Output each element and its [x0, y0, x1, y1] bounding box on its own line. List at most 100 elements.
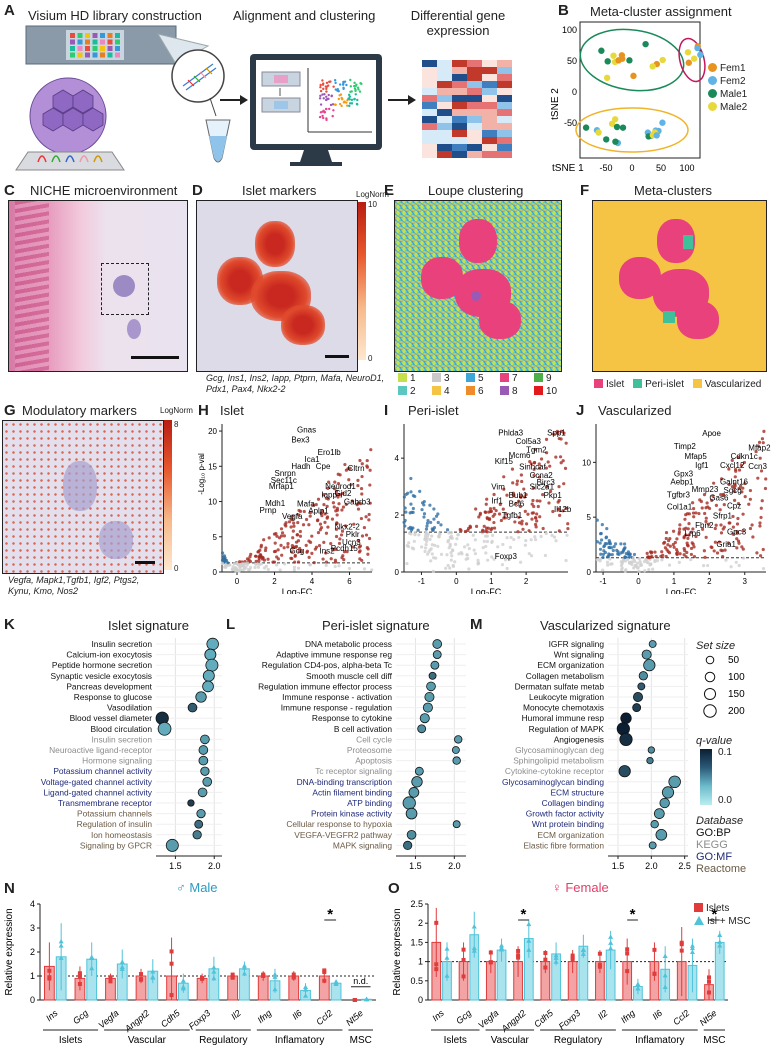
volcano-point [425, 524, 429, 528]
gsea-bubble [646, 756, 654, 765]
gene-label: Nkx2-2 [335, 523, 361, 532]
gene-group-label: Islets [444, 1035, 467, 1046]
isl-msc-point [689, 949, 695, 955]
volcano-point [648, 550, 653, 554]
volcano-point [756, 476, 760, 480]
y-tick-label: 0 [30, 995, 35, 1005]
volcano-point [636, 566, 640, 570]
volcano-point [648, 563, 652, 567]
volcano-point [486, 526, 490, 530]
volcano-point [253, 565, 257, 570]
gsea-bubble [204, 648, 217, 661]
gsea-bubble [653, 808, 665, 819]
volcano-point [691, 527, 695, 531]
volcano-point [490, 555, 494, 559]
volcano-point [694, 511, 698, 515]
isl-msc-point [303, 993, 309, 998]
gene-label: Gabrb3 [344, 497, 371, 506]
volcano-point [660, 550, 664, 554]
volcano-point [602, 544, 607, 548]
islets-point [352, 998, 357, 1002]
peri-islet-swatch [633, 379, 643, 388]
islets-point [230, 975, 235, 980]
gsea-term-label: Collagen metabolism [526, 671, 604, 681]
db-gobp: GO:BP [696, 827, 731, 839]
gsea-term-label: Regulation of insulin [77, 819, 153, 829]
x-tick-label: 2.5 [678, 861, 691, 871]
volcano-point [335, 513, 339, 517]
volcano-point [484, 544, 488, 549]
islets-point [516, 955, 521, 960]
gene-tick-label: Cdh5 [159, 1007, 183, 1029]
volcano-point [533, 535, 537, 539]
volcano-point [323, 520, 327, 525]
tsne-point [603, 136, 610, 143]
volcano-point [678, 552, 682, 556]
volcano-point [422, 512, 427, 516]
cluster-id: 6 [478, 386, 484, 397]
volcano-point [678, 527, 682, 531]
volcano-point [436, 512, 440, 516]
volcano-point [504, 512, 508, 516]
tsne-legend-item: Fem1 [708, 62, 747, 75]
d-scale-min: 0 [368, 354, 373, 363]
x-tick-label: 2.0 [448, 861, 461, 871]
volcano-point [429, 520, 433, 525]
gene-label: Gcg [290, 547, 305, 556]
volcano-point [274, 531, 278, 536]
volcano-point [312, 561, 316, 565]
cluster-id: 10 [546, 386, 558, 397]
islets-point [543, 950, 548, 955]
gene-label: Apoe [702, 429, 721, 438]
x-tick-label: 2 [524, 577, 529, 586]
gene-label: Kif15 [495, 457, 514, 466]
y-axis-label: -Log₁₀ p-val [197, 453, 206, 495]
panel-h-title: Islet [220, 403, 244, 418]
volcano-point [544, 531, 548, 536]
volcano-point [267, 536, 271, 540]
volcano-point [685, 550, 689, 555]
gene-label: Pkp1 [544, 491, 563, 500]
gene-tick-label: Ins [430, 1008, 446, 1024]
volcano-point [445, 528, 450, 532]
x-tick-label: 6 [347, 577, 352, 586]
volcano-point [605, 527, 609, 531]
cluster-id: 2 [410, 386, 416, 397]
volcano-point [714, 503, 719, 508]
volcano-point [360, 558, 364, 563]
volcano-point [719, 523, 723, 527]
volcano-point [487, 510, 491, 514]
volcano-point [534, 516, 538, 520]
significance-mark: * [521, 906, 527, 923]
gene-label: Irf1 [491, 497, 503, 506]
g-colorbar [164, 420, 172, 570]
isl-msc-point [608, 940, 614, 945]
isl-msc-point [241, 970, 247, 976]
gsea-bubble [641, 649, 652, 660]
volcano-point [710, 545, 714, 550]
volcano-point [566, 522, 570, 526]
gsea-term-label: Monocyte chemotaxis [523, 703, 604, 713]
gsea-term-label: Cytokine-cytokine receptor [505, 766, 604, 776]
tsne-ylabel: tSNE 2 [550, 88, 561, 120]
volcano-point [322, 502, 326, 507]
isl-msc-point [471, 945, 477, 951]
volcano-point [324, 531, 329, 535]
gsea-bubble [195, 691, 207, 703]
volcano-point [761, 547, 765, 552]
gene-label: Galnt16 [720, 477, 749, 486]
gene-label: Bcl6 [509, 500, 525, 509]
gene-label: Ero1lb [318, 448, 342, 457]
volcano-point [450, 536, 454, 540]
volcano-point [623, 559, 628, 563]
volcano-point [432, 507, 436, 511]
volcano-point [544, 437, 549, 442]
volcano-point [734, 560, 738, 564]
panel-d-title: Islet markers [242, 183, 317, 198]
gene-label: Col5a3 [516, 437, 542, 446]
volcano-point [292, 565, 297, 569]
cluster-id: 3 [444, 373, 450, 384]
volcano-point [552, 432, 556, 436]
volcano-point [732, 489, 737, 494]
volcano-point [362, 567, 367, 571]
